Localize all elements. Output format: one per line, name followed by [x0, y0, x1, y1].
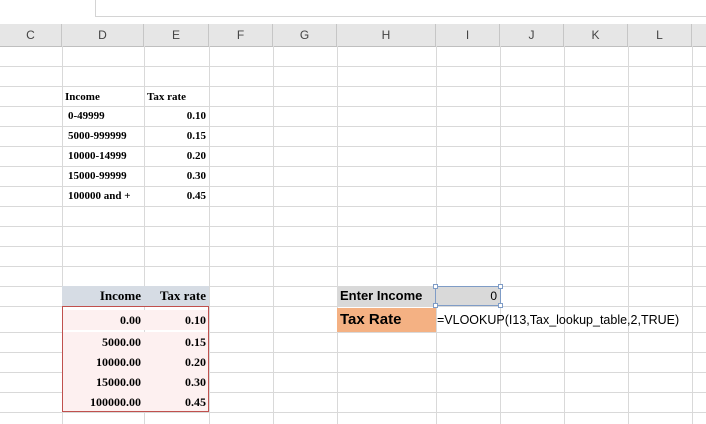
column-header-f[interactable]: F	[209, 24, 273, 46]
income-input-cell[interactable]: 0	[436, 286, 500, 306]
table2-income-cell[interactable]: 15000.00	[62, 372, 144, 392]
table2-income-cell[interactable]: 100000.00	[62, 392, 144, 412]
column-header-g[interactable]: G	[273, 24, 337, 46]
formula-bar[interactable]	[95, 0, 706, 17]
table1-income-cell[interactable]: 0-49999	[68, 110, 105, 122]
table2-rate-cell[interactable]: 0.20	[144, 352, 209, 372]
table1-rate-cell[interactable]: 0.10	[186, 110, 206, 122]
table1-rate-cell[interactable]: 0.30	[186, 170, 206, 182]
table2-rate-cell[interactable]: 0.10	[144, 310, 209, 330]
column-header-d[interactable]: D	[62, 24, 144, 46]
table1-income-cell[interactable]: 5000-999999	[68, 130, 127, 142]
table2-header-rate[interactable]: Tax rate	[144, 286, 209, 306]
table1-income-cell[interactable]: 10000-14999	[68, 150, 127, 162]
table1-rate-cell[interactable]: 0.20	[186, 150, 206, 162]
selection-handle[interactable]	[433, 284, 438, 289]
table1-income-cell[interactable]: 15000-99999	[68, 170, 127, 182]
selection-handle[interactable]	[498, 303, 503, 308]
enter-income-label[interactable]: Enter Income	[337, 286, 436, 306]
table2-rate-cell[interactable]: 0.45	[144, 392, 209, 412]
column-header-h[interactable]: H	[337, 24, 436, 46]
table2-income-cell[interactable]: 10000.00	[62, 352, 144, 372]
column-header-e[interactable]: E	[144, 24, 209, 46]
table2-header-income[interactable]: Income	[62, 286, 144, 306]
column-header-l[interactable]: L	[628, 24, 692, 46]
tax-rate-formula-cell[interactable]: =VLOOKUP(I13,Tax_lookup_table,2,TRUE)	[437, 313, 680, 327]
table2-rate-cell[interactable]: 0.30	[144, 372, 209, 392]
column-header-row	[0, 24, 706, 47]
column-header-c[interactable]: C	[0, 24, 62, 46]
column-header-j[interactable]: J	[500, 24, 564, 46]
column-header-i[interactable]: I	[436, 24, 500, 46]
tax-rate-label[interactable]: Tax Rate	[337, 308, 436, 332]
column-header-k[interactable]: K	[564, 24, 628, 46]
table2-income-cell[interactable]: 5000.00	[62, 332, 144, 352]
selection-handle[interactable]	[433, 303, 438, 308]
table2-income-cell[interactable]: 0.00	[62, 310, 144, 330]
table1-rate-cell[interactable]: 0.15	[186, 130, 206, 142]
table1-income-cell[interactable]: 100000 and +	[68, 190, 131, 202]
selection-handle[interactable]	[498, 284, 503, 289]
table1-rate-cell[interactable]: 0.45	[186, 190, 206, 202]
table1-header-income[interactable]: Income	[65, 91, 100, 103]
table1-header-rate[interactable]: Tax rate	[147, 91, 187, 103]
table2-rate-cell[interactable]: 0.15	[144, 332, 209, 352]
